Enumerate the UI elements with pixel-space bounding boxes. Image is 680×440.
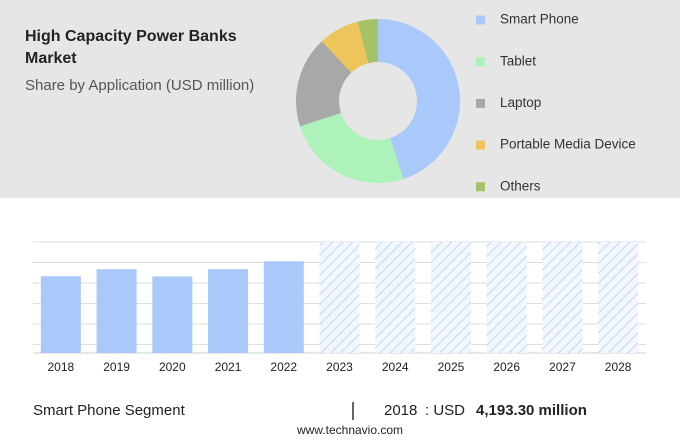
subtitle: Share by Application (USD million) [25, 77, 254, 94]
x-tick-label: 2021 [215, 360, 242, 374]
donut-slice [296, 41, 352, 127]
forecast-placeholder [375, 242, 416, 353]
x-tick-label: 2027 [549, 360, 576, 374]
x-tick-label: 2019 [103, 360, 130, 374]
legend-marker [476, 57, 485, 67]
legend-marker [476, 98, 485, 108]
legend-label: Others [500, 178, 541, 193]
legend-marker [476, 182, 485, 192]
title-line: High Capacity Power Banks [25, 28, 237, 45]
legend-label: Tablet [500, 53, 536, 68]
bar [152, 276, 193, 353]
x-tick-label: 2022 [270, 360, 297, 374]
footer-value: 4,193.30 million [476, 402, 587, 419]
donut-slice [378, 19, 460, 179]
x-tick-label: 2020 [159, 360, 186, 374]
donut-slice [357, 19, 378, 64]
footer-currency: : USD [425, 402, 465, 419]
legend-marker [476, 15, 485, 25]
legend-marker [476, 140, 485, 150]
legend-label: Smart Phone [500, 12, 579, 27]
x-tick-label: 2018 [48, 360, 75, 374]
x-tick-label: 2026 [493, 360, 520, 374]
legend-label: Laptop [500, 95, 541, 110]
forecast-placeholder [319, 242, 360, 353]
bar [208, 269, 249, 353]
donut-slice [300, 113, 404, 183]
donut-slice [321, 21, 369, 73]
forecast-placeholder [430, 242, 471, 353]
bar [96, 269, 137, 353]
x-tick-label: 2024 [382, 360, 409, 374]
x-tick-label: 2023 [326, 360, 353, 374]
forecast-placeholder [542, 242, 583, 353]
x-tick-label: 2025 [438, 360, 465, 374]
title-line: Market [25, 50, 77, 67]
bar [263, 261, 304, 353]
footer-year: 2018 [384, 402, 417, 419]
forecast-placeholder [598, 242, 639, 353]
forecast-placeholder [486, 242, 527, 353]
bar [40, 276, 81, 353]
segment-label: Smart Phone Segment [33, 402, 186, 419]
source: www.technavio.com [296, 423, 403, 437]
legend-label: Portable Media Device [500, 137, 636, 152]
x-tick-label: 2028 [605, 360, 632, 374]
